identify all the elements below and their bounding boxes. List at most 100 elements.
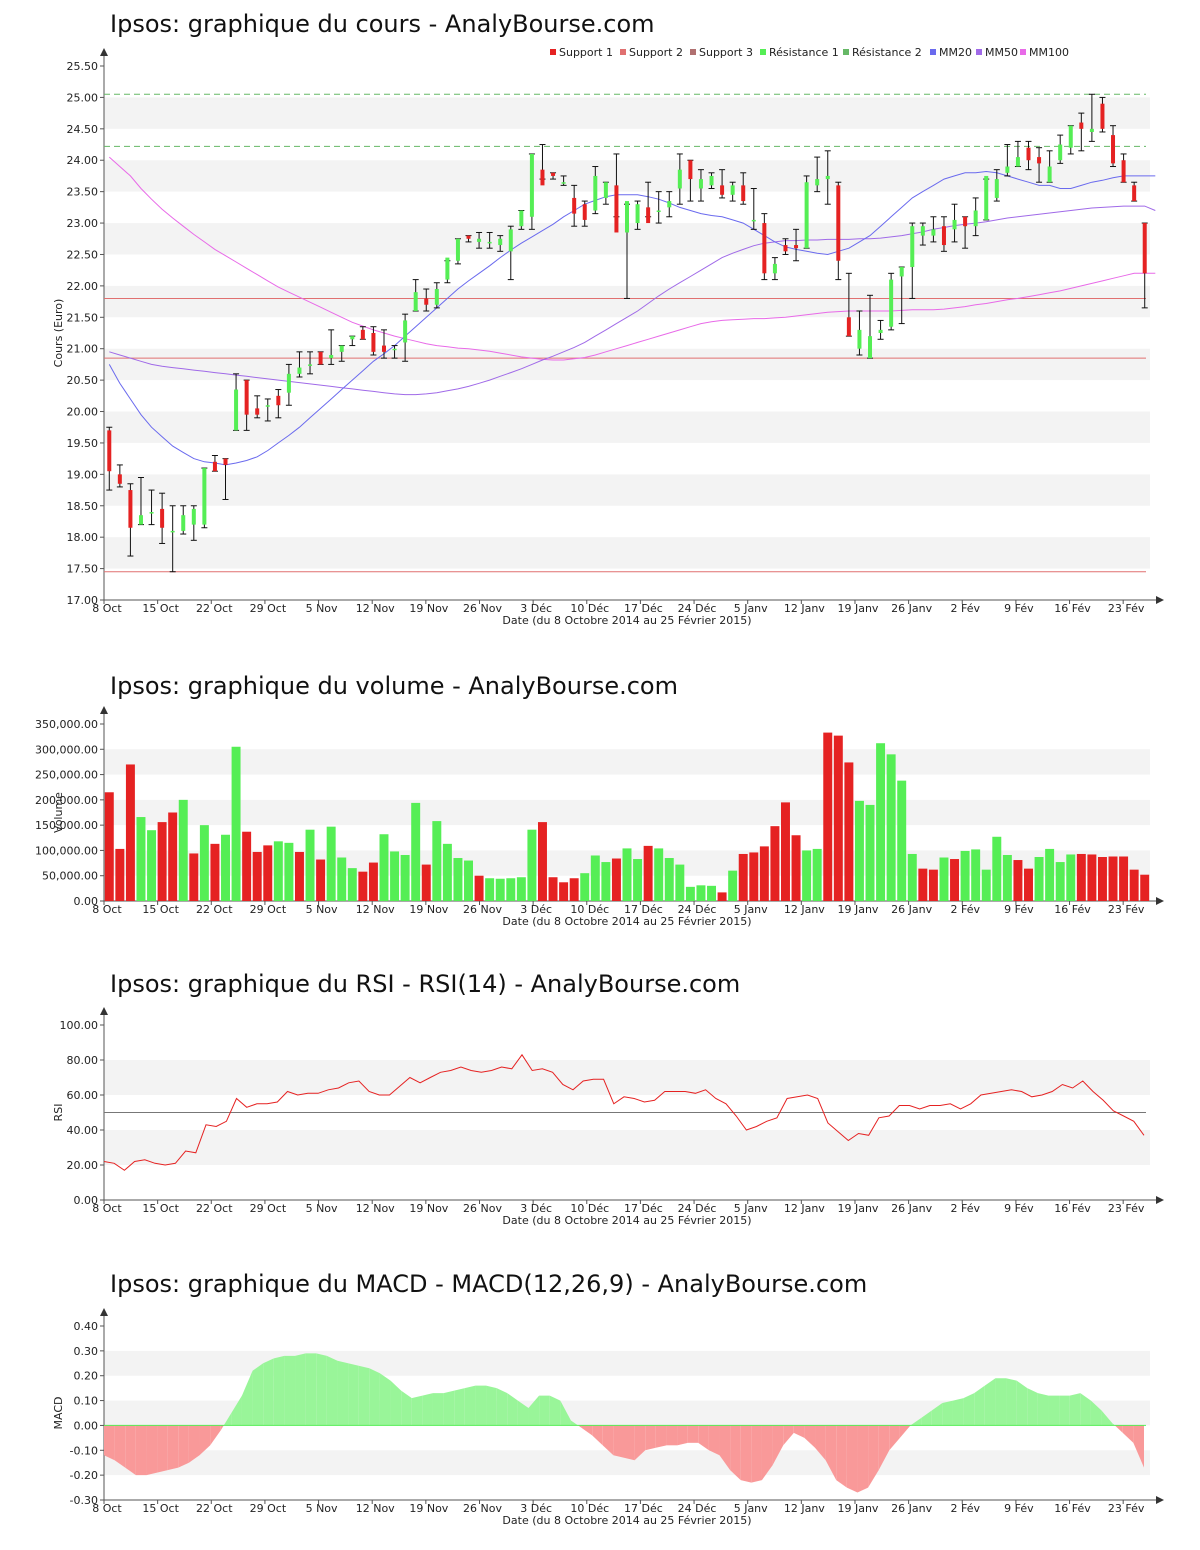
volume-bar [559,882,569,901]
macd-negative-area [804,1425,816,1448]
price-legend-label: Résistance 1 [769,46,839,59]
price-legend-swatch [690,49,696,55]
macd-negative-area [719,1425,731,1471]
volume-bar [971,849,981,901]
price-y-tick-label: 22.50 [67,248,99,261]
price-grid-band [104,160,1150,192]
macd-x-tick-label: 19 Nov [409,1502,448,1515]
price-legend-label: MM20 [939,46,972,59]
macd-positive-area [1080,1393,1091,1426]
volume-bar [168,812,178,901]
volume-x-tick-label: 29 Oct [250,903,287,916]
price-legend-label: Support 3 [699,46,753,59]
volume-bar [897,780,907,901]
candle-body [688,160,693,180]
price-grid-band [104,537,1150,569]
candle-body [244,380,249,415]
macd-x-tick-label: 19 Janv [837,1502,878,1515]
volume-bar [950,859,960,901]
volume-bar [675,864,685,901]
volume-bar [960,850,970,901]
price-legend-swatch [930,49,936,55]
macd-positive-area [252,1363,264,1426]
candle-body [181,515,186,531]
macd-positive-area [411,1395,423,1426]
price-x-tick-label: 24 Déc [678,602,717,615]
price-x-tick-label: 26 Janv [891,602,932,615]
volume-chart-title: Ipsos: graphique du volume - AnalyBourse… [110,672,678,700]
macd-positive-area [995,1378,1007,1426]
candle-body [973,210,978,227]
volume-x-tick-label: 22 Oct [196,903,233,916]
rsi-x-tick-label: 26 Janv [891,1202,932,1215]
macd-negative-area [698,1425,709,1451]
price-x-tick-label: 26 Nov [463,602,502,615]
price-y-tick-label: 17.00 [67,594,99,607]
candle-body [603,182,608,198]
volume-bar [178,799,188,901]
volume-bar [833,735,843,901]
macd-positive-area [326,1355,338,1426]
volume-bar [421,864,431,901]
volume-x-tick-label: 10 Déc [570,903,609,916]
volume-bar [495,878,505,901]
macd-negative-area [677,1425,688,1446]
rsi-x-tick-label: 26 Nov [463,1202,502,1215]
rsi-y-tick-label: 0.00 [74,1194,99,1207]
volume-bar [221,834,230,901]
candle-body [963,216,968,227]
volume-bar [1002,854,1012,901]
volume-bar [464,860,473,901]
macd-negative-area [1133,1425,1144,1468]
candle-body [551,172,556,176]
volume-bar [707,885,717,901]
volume-y-tick-label: 150,000.00 [35,819,98,832]
price-y-tick-label: 17.50 [67,563,99,576]
candle-body [836,185,841,261]
price-y-tick-label: 18.50 [67,500,99,513]
macd-x-tick-label: 16 Fév [1054,1502,1091,1515]
candle-body [403,320,408,343]
candle-body [635,204,640,224]
macd-x-tick-label: 2 Fév [951,1502,981,1515]
candle-body [899,267,904,277]
candle-body [952,219,957,230]
macd-negative-area [889,1425,900,1451]
macd-positive-area [316,1353,327,1426]
macd-x-tick-label: 8 Oct [92,1502,122,1515]
volume-x-tick-label: 26 Nov [463,903,502,916]
price-x-tick-label: 15 Oct [142,602,179,615]
macd-positive-area [507,1393,518,1426]
macd-negative-area [602,1425,614,1456]
volume-x-tick-label: 16 Fév [1054,903,1091,916]
rsi-x-tick-label: 5 Nov [306,1202,338,1215]
macd-positive-area [1112,1422,1115,1426]
volume-bar [992,836,1002,901]
macd-negative-area [581,1425,593,1436]
macd-negative-area [1122,1425,1134,1443]
volume-bar [781,802,790,901]
macd-positive-area [241,1370,253,1426]
volume-x-tick-label: 24 Déc [678,903,717,916]
rsi-x-tick-label: 17 Déc [624,1202,663,1215]
macd-x-tick-label: 3 Déc [520,1502,552,1515]
volume-bar [1034,857,1044,901]
volume-bar [1119,856,1129,901]
price-chart-panel: Ipsos: graphique du cours - AnalyBourse.… [0,0,1200,640]
macd-positive-area [231,1395,242,1426]
price-y-tick-label: 23.50 [67,186,99,199]
price-x-tick-label: 12 Nov [356,602,395,615]
candle-body [329,354,334,359]
volume-bar [601,862,611,901]
volume-bar [696,885,706,901]
price-x-tick-label: 8 Oct [92,602,122,615]
price-y-tick-label: 20.00 [67,406,99,419]
price-legend-label: MM50 [985,46,1018,59]
price-x-tick-label: 23 Fév [1108,602,1145,615]
macd-x-tick-label: 9 Fév [1004,1502,1034,1515]
volume-bar [453,858,463,901]
macd-negative-area [708,1425,720,1456]
volume-bar [527,829,537,901]
candle-body [117,474,122,484]
rsi-x-tick-label: 23 Fév [1108,1202,1145,1215]
